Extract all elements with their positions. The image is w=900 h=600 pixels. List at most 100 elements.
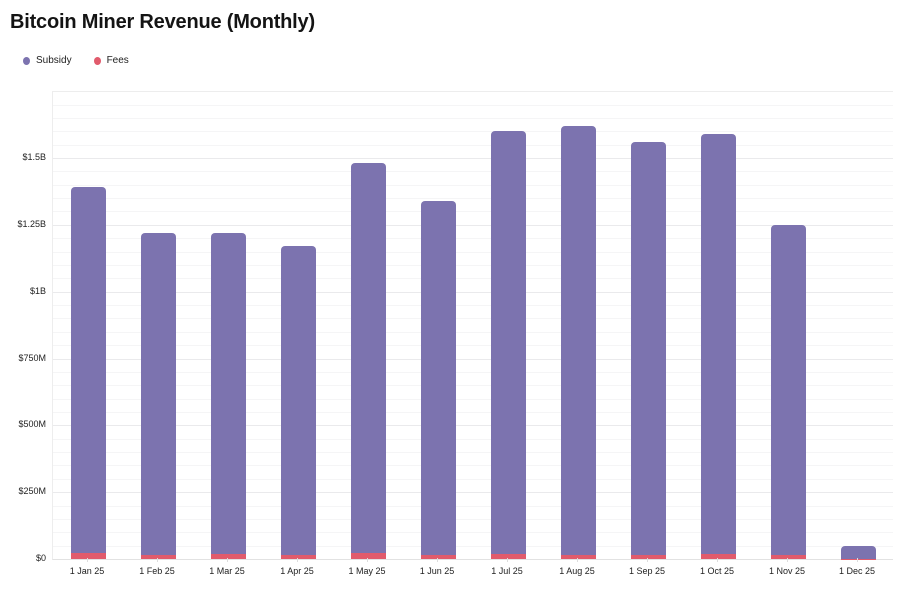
- minor-gridline: [53, 331, 893, 333]
- subsidy-segment[interactable]: [490, 131, 526, 554]
- bar-1-mar-25[interactable]: [210, 232, 246, 559]
- minor-gridline: [53, 305, 893, 307]
- subsidy-segment[interactable]: [770, 224, 806, 555]
- fees-segment[interactable]: [770, 555, 806, 559]
- x-axis-tick-label: 1 Feb 25: [139, 566, 175, 576]
- minor-gridline: [53, 518, 893, 520]
- x-axis-tick-label: 1 Oct 25: [699, 566, 735, 576]
- fees-segment[interactable]: [420, 554, 456, 559]
- fees-segment[interactable]: [560, 554, 596, 559]
- bar-1-dec-25[interactable]: [840, 546, 876, 559]
- x-axis-tick: [367, 558, 368, 562]
- chart-region: $0 $250M $500M $750M $1B $1.25B $1.5B 1 Jan 25…: [0, 91, 900, 591]
- x-axis-tick-label: 1 Jun 25: [419, 566, 455, 576]
- bar-1-oct-25[interactable]: [700, 133, 736, 559]
- x-axis-tick: [507, 558, 508, 562]
- legend-label-subsidy: Subsidy: [36, 55, 72, 66]
- bar-1-jul-25[interactable]: [490, 131, 526, 559]
- x-axis-tick: [157, 558, 158, 562]
- fees-segment[interactable]: [280, 554, 316, 559]
- x-axis-tick-label: 1 Apr 25: [280, 566, 314, 576]
- subsidy-segment[interactable]: [700, 133, 736, 555]
- minor-gridline: [53, 438, 893, 440]
- x-axis-tick-label: 1 Sep 25: [628, 566, 666, 576]
- y-axis-tick-label: $500M: [18, 419, 46, 430]
- fees-segment[interactable]: [490, 553, 526, 559]
- subsidy-segment[interactable]: [630, 142, 666, 555]
- minor-gridline: [53, 545, 893, 547]
- fees-color-dot: [93, 56, 101, 65]
- minor-gridline: [53, 104, 893, 106]
- y-axis-tick-label: $0: [35, 553, 46, 563]
- subsidy-segment[interactable]: [210, 232, 246, 555]
- fees-segment[interactable]: [140, 554, 176, 559]
- x-axis-tick: [787, 558, 788, 562]
- x-axis-tick: [437, 558, 438, 562]
- x-axis-tick: [717, 558, 718, 562]
- page-title: Bitcoin Miner Revenue (Monthly): [10, 11, 315, 33]
- minor-gridline: [53, 385, 893, 387]
- y-axis-tick-label: $1B: [29, 285, 46, 296]
- x-axis-tick: [87, 558, 88, 562]
- minor-gridline: [53, 411, 893, 413]
- bar-1-feb-25[interactable]: [140, 232, 176, 559]
- bar-1-may-25[interactable]: [350, 163, 386, 559]
- x-axis-tick: [647, 558, 648, 562]
- bar-1-sep-25[interactable]: [630, 142, 666, 559]
- legend-label-fees: Fees: [106, 55, 129, 66]
- minor-gridline: [53, 198, 893, 200]
- fees-segment[interactable]: [70, 553, 106, 559]
- plot-area: [52, 91, 893, 560]
- x-axis-tick: [297, 558, 298, 562]
- subsidy-segment[interactable]: [70, 187, 106, 554]
- major-gridline: [53, 291, 893, 293]
- fees-segment[interactable]: [700, 554, 736, 559]
- x-axis-tick-label: 1 Aug 25: [559, 566, 595, 576]
- minor-gridline: [53, 371, 893, 373]
- bar-1-jan-25[interactable]: [70, 187, 106, 559]
- subsidy-segment[interactable]: [280, 246, 316, 555]
- minor-gridline: [53, 264, 893, 266]
- subsidy-segment[interactable]: [840, 546, 876, 559]
- fees-segment[interactable]: [630, 554, 666, 559]
- bar-1-nov-25[interactable]: [770, 224, 806, 559]
- bar-1-jun-25[interactable]: [420, 200, 456, 559]
- subsidy-segment[interactable]: [560, 125, 596, 555]
- minor-gridline: [53, 465, 893, 467]
- legend-item-fees[interactable]: Fees: [93, 55, 129, 66]
- x-axis-tick: [577, 558, 578, 562]
- minor-gridline: [53, 345, 893, 347]
- minor-gridline: [53, 144, 893, 146]
- major-gridline: [53, 492, 893, 494]
- minor-gridline: [53, 318, 893, 320]
- fees-segment[interactable]: [350, 553, 386, 559]
- bar-1-aug-25[interactable]: [560, 125, 596, 559]
- minor-gridline: [53, 278, 893, 280]
- y-axis-tick-label: $1.25B: [17, 218, 46, 229]
- major-gridline: [53, 158, 893, 160]
- x-axis-tick-label: 1 Jul 25: [491, 566, 523, 576]
- subsidy-segment[interactable]: [420, 200, 456, 555]
- x-axis-tick-label: 1 May 25: [348, 566, 386, 576]
- x-axis-tick-label: 1 Jan 25: [69, 566, 105, 576]
- chart-legend: Subsidy Fees: [23, 55, 129, 66]
- minor-gridline: [53, 238, 893, 240]
- minor-gridline: [53, 184, 893, 186]
- fees-segment[interactable]: [210, 554, 246, 559]
- bar-1-apr-25[interactable]: [280, 246, 316, 559]
- legend-item-subsidy[interactable]: Subsidy: [23, 55, 72, 66]
- minor-gridline: [53, 251, 893, 253]
- x-axis-tick-label: 1 Mar 25: [209, 566, 245, 576]
- minor-gridline: [53, 171, 893, 173]
- minor-gridline: [53, 505, 893, 507]
- minor-gridline: [53, 131, 893, 133]
- subsidy-segment[interactable]: [140, 232, 176, 555]
- major-gridline: [53, 358, 893, 360]
- major-gridline: [53, 224, 893, 226]
- subsidy-color-dot: [23, 56, 30, 65]
- minor-gridline: [53, 211, 893, 213]
- subsidy-segment[interactable]: [350, 163, 386, 554]
- y-axis-tick-label: $750M: [18, 352, 46, 363]
- minor-gridline: [53, 452, 893, 454]
